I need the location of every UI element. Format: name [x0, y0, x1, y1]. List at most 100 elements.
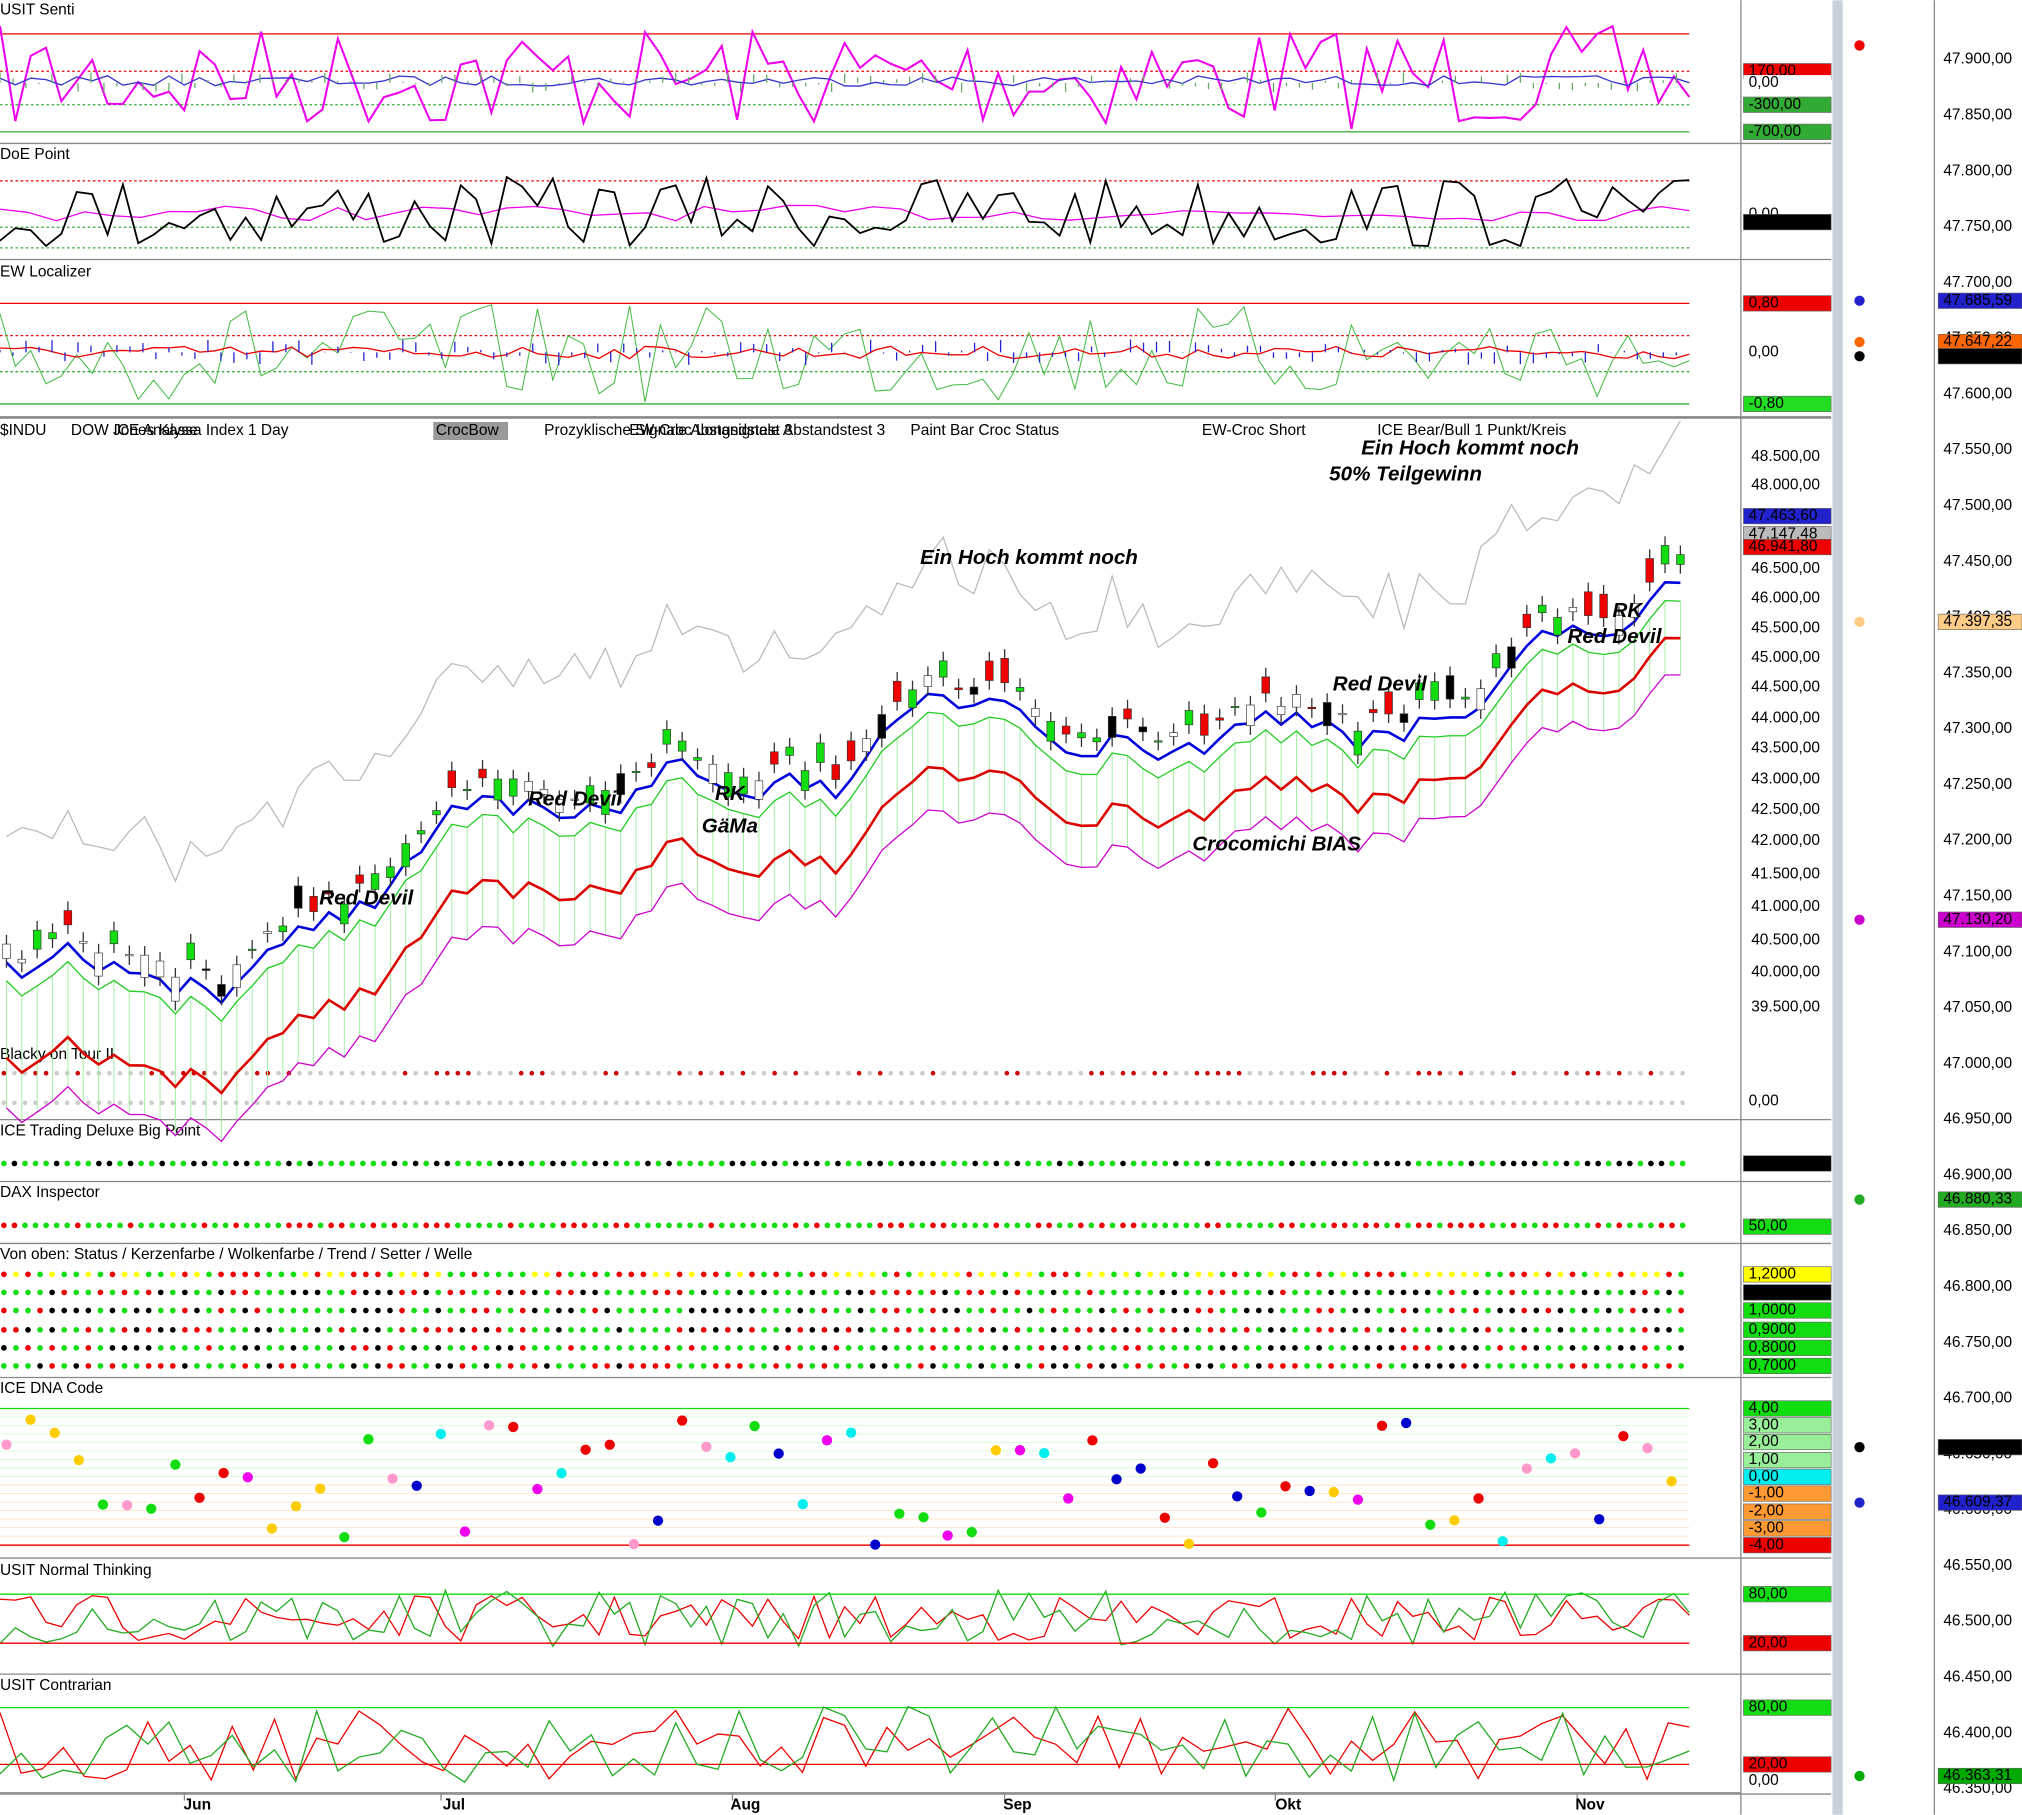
signal-dot	[75, 1100, 81, 1106]
badge-label: 0,7000	[1749, 1357, 1796, 1374]
signal-dot	[85, 1271, 92, 1278]
toolbar-item[interactable]: DOW Jones Kassa Index 1 Day	[71, 422, 289, 439]
signal-dot	[12, 1070, 17, 1076]
toolbar-item[interactable]: Prozyklische Signale Abstandstest 3	[544, 422, 792, 439]
signal-dot	[1616, 1222, 1623, 1229]
signal-dot	[782, 1222, 789, 1229]
signal-dot	[951, 1070, 957, 1076]
signal-dot	[571, 1100, 577, 1106]
signal-dot	[1642, 1345, 1648, 1351]
candle-body	[309, 895, 318, 912]
signal-dot	[49, 1345, 55, 1351]
signal-dot	[317, 1160, 324, 1167]
signal-dot	[1120, 1222, 1126, 1229]
oscillator-line	[0, 24, 1691, 130]
candle-body	[1046, 720, 1055, 742]
value-badge	[1743, 1218, 1832, 1235]
signal-dot	[697, 1160, 704, 1167]
signal-dot	[1642, 1326, 1648, 1333]
signal-dot	[1533, 1271, 1540, 1278]
signal-dot	[1531, 1160, 1538, 1167]
signal-dot	[471, 1271, 478, 1278]
dna-dot	[701, 1441, 712, 1452]
signal-dot	[761, 1222, 767, 1229]
signal-dot	[592, 1160, 598, 1167]
candle-body	[340, 903, 349, 925]
dna-dot	[1183, 1538, 1195, 1549]
signal-dot	[1553, 1070, 1559, 1076]
signal-dot	[1025, 1070, 1031, 1076]
candle-body	[140, 954, 149, 978]
signal-dot	[1384, 1070, 1390, 1076]
dna-dot	[749, 1420, 760, 1432]
signal-dot	[568, 1307, 574, 1314]
dna-dot	[894, 1508, 905, 1519]
signal-dot	[223, 1070, 228, 1076]
signal-dot	[33, 1070, 38, 1076]
signal-dot	[1171, 1345, 1178, 1351]
signal-dot	[898, 1070, 904, 1076]
signal-dot	[1424, 1289, 1431, 1296]
signal-dot	[930, 1070, 936, 1076]
signal-dot	[814, 1160, 820, 1167]
toolbar-item[interactable]: $INDU	[0, 422, 46, 439]
signal-dot	[1002, 1345, 1009, 1351]
signal-dot	[13, 1363, 19, 1369]
signal-dot	[954, 1345, 960, 1351]
signal-dot	[1025, 1222, 1031, 1229]
kijun-line	[5, 636, 1681, 1095]
dna-dot	[870, 1539, 881, 1550]
signal-dot	[1469, 1100, 1474, 1106]
signal-dot	[254, 1271, 261, 1278]
value-badge	[1743, 395, 1832, 412]
signal-dot	[687, 1222, 693, 1229]
signal-dot	[1629, 1307, 1636, 1314]
badge-label: 47.397,35	[1943, 613, 2012, 630]
toolbar-item[interactable]: EW-Croc Short	[1202, 422, 1306, 439]
signal-dot	[413, 1100, 418, 1106]
value-badge	[1743, 1485, 1832, 1502]
signal-dot	[254, 1307, 261, 1314]
signal-dot	[275, 1160, 282, 1167]
toolbar-item[interactable]: ICE Bear/Bull 1 Punkt/Kreis	[1377, 422, 1566, 439]
signal-dot	[1299, 1160, 1306, 1167]
candle-body	[1031, 708, 1040, 717]
signal-dot	[529, 1070, 535, 1076]
signal-dot	[1183, 1271, 1190, 1278]
toolbar-item[interactable]: EW-Croc Longsignale Abstandstest 3	[629, 422, 885, 439]
signal-dot	[1581, 1326, 1588, 1333]
signal-dot	[857, 1307, 864, 1314]
signal-dot	[1605, 1345, 1612, 1351]
signal-dot	[580, 1363, 586, 1369]
signal-dot	[983, 1070, 989, 1076]
signal-dot	[1557, 1289, 1564, 1296]
value-badge	[1743, 1321, 1832, 1338]
dna-dot	[1400, 1417, 1412, 1429]
signal-dot	[906, 1345, 912, 1351]
signal-dot	[825, 1100, 830, 1106]
signal-dot	[85, 1222, 92, 1229]
signal-dot	[877, 1070, 883, 1076]
signal-dot	[867, 1070, 872, 1076]
signal-dot	[423, 1271, 430, 1278]
signal-dot	[1, 1326, 7, 1333]
signal-dot	[1002, 1363, 1009, 1369]
signal-dot	[109, 1326, 116, 1333]
signal-dot	[435, 1363, 442, 1369]
candle-body	[1630, 603, 1639, 618]
signal-dot	[1123, 1307, 1129, 1314]
signal-dot	[616, 1345, 623, 1351]
scrollbar[interactable]	[1832, 0, 1843, 1815]
signal-dot	[519, 1345, 526, 1351]
signal-dot	[61, 1307, 68, 1314]
signal-dot	[1062, 1345, 1069, 1351]
signal-dot	[264, 1222, 271, 1229]
signal-dot	[676, 1363, 683, 1369]
signal-dot	[1485, 1326, 1491, 1333]
signal-dot	[666, 1160, 672, 1167]
toolbar-item[interactable]: ICE Analyse	[113, 422, 197, 439]
signal-dot	[1485, 1345, 1491, 1351]
toolbar-item[interactable]: CrocBow	[436, 422, 500, 439]
signal-dot	[1448, 1100, 1453, 1106]
toolbar-item[interactable]: Paint Bar Croc Status	[910, 422, 1059, 439]
